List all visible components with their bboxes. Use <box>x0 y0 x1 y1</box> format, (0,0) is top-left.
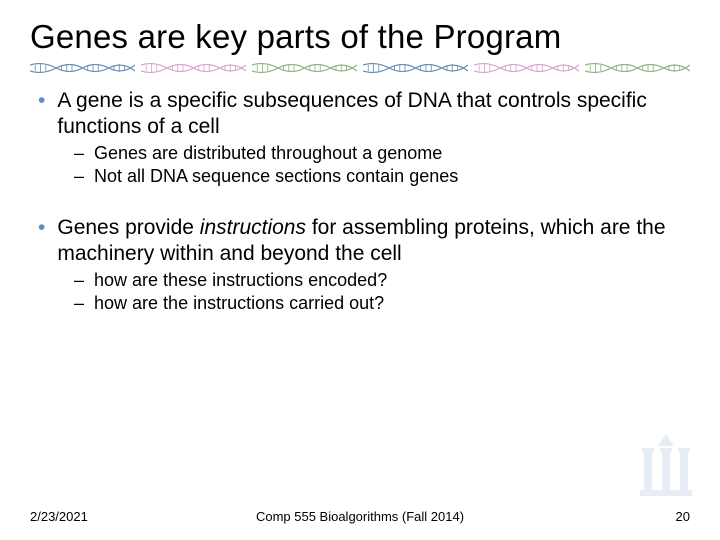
slide-footer: 2/23/2021 Comp 555 Bioalgorithms (Fall 2… <box>0 509 720 524</box>
bullet-marker: • <box>38 88 45 139</box>
bullet-text: how are these instructions encoded? <box>94 269 690 292</box>
dna-segment <box>141 63 246 73</box>
dna-segment <box>474 63 579 73</box>
footer-course: Comp 555 Bioalgorithms (Fall 2014) <box>256 509 464 524</box>
italic-text: instructions <box>200 216 306 239</box>
dna-divider <box>30 62 690 74</box>
bullet-text: Genes are distributed throughout a genom… <box>94 142 690 165</box>
bullet-level-2: –Not all DNA sequence sections contain g… <box>74 165 690 188</box>
bullet-text: Not all DNA sequence sections contain ge… <box>94 165 690 188</box>
dna-segment <box>30 63 135 73</box>
bullet-gap <box>38 187 690 215</box>
bullet-marker: – <box>74 142 84 165</box>
bullet-level-2: –how are the instructions carried out? <box>74 292 690 315</box>
bullet-text: A gene is a specific subsequences of DNA… <box>57 88 690 139</box>
bullet-level-1: •Genes provide instructions for assembli… <box>38 215 690 266</box>
footer-page: 20 <box>676 509 690 524</box>
dna-segment <box>585 63 690 73</box>
slide-content: •A gene is a specific subsequences of DN… <box>30 88 690 314</box>
dna-segment <box>252 63 357 73</box>
bullet-marker: – <box>74 292 84 315</box>
slide: Genes are key parts of the Program •A ge… <box>0 0 720 540</box>
slide-title: Genes are key parts of the Program <box>30 18 690 56</box>
bullet-text: Genes provide instructions for assemblin… <box>57 215 690 266</box>
dna-segment <box>363 63 468 73</box>
bullet-text: how are the instructions carried out? <box>94 292 690 315</box>
bullet-marker: • <box>38 215 45 266</box>
footer-date: 2/23/2021 <box>30 509 88 524</box>
bullet-level-2: –how are these instructions encoded? <box>74 269 690 292</box>
unc-logo <box>638 434 694 498</box>
bullet-level-2: –Genes are distributed throughout a geno… <box>74 142 690 165</box>
bullet-level-1: •A gene is a specific subsequences of DN… <box>38 88 690 139</box>
bullet-marker: – <box>74 269 84 292</box>
bullet-marker: – <box>74 165 84 188</box>
